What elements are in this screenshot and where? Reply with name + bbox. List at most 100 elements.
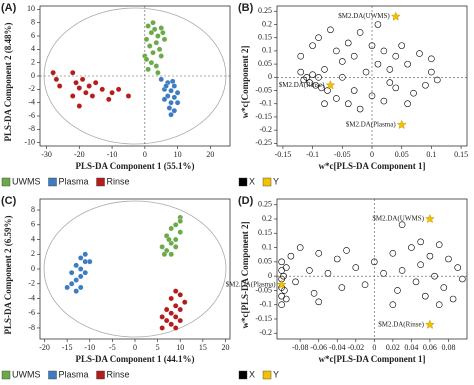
y-tick-label: 0 [31,71,35,80]
x-tick-label: -0.15 [275,150,292,159]
y-tick-label: 4 [31,234,35,243]
point [312,81,319,89]
point [153,63,160,69]
point [394,287,401,294]
point [416,50,423,57]
point [168,99,174,106]
point [106,96,112,103]
point [77,284,84,291]
point [68,280,75,287]
y-tick-label: -4 [28,97,35,106]
x-tick-label: 0.08 [441,343,455,352]
x-axis-label: PLS-DA Component 1 (44.1%) [75,354,194,364]
point [73,79,79,86]
point [73,288,79,294]
x-tick-label: 0 [143,150,147,159]
x-tick-label: 0 [370,150,374,159]
point [368,42,376,49]
legend-label: Y [273,176,279,186]
point [350,87,358,94]
point [398,221,406,229]
point [412,278,420,286]
y-tick-label: 0 [268,72,272,81]
point-label: $M2.DA(Plasma) [226,280,277,288]
point [73,277,79,283]
point [148,59,155,66]
x-tick-label: 10 [176,343,184,352]
point [166,236,172,243]
y-tick-label: -0.15 [255,314,272,323]
y-tick-label: -8 [28,323,35,332]
point [324,269,332,277]
y-tick-label: 2 [31,57,35,66]
point [421,292,429,300]
plot-frame [39,198,231,340]
point [83,89,89,96]
y-tick-label: 4 [31,44,35,53]
point [449,295,457,303]
point [177,306,183,313]
y-tick-label: -2 [28,84,35,93]
x-tick-label: 0.04 [404,343,418,352]
x-axis-label: w*c[PLS-DA Component 1] [319,161,426,171]
y-tick-label: -0.2 [259,328,272,337]
legend-swatch [238,370,248,380]
point [431,272,438,280]
point [392,84,400,92]
x-tick-label: 15 [199,343,207,352]
point [278,301,285,309]
confidence-ellipse [43,7,227,145]
point [56,83,63,89]
legend-label: X [249,369,255,379]
x-tick-label: -20 [74,150,85,159]
y-tick-label: 0.05 [258,59,272,68]
y-tick-label: 8 [31,205,35,214]
point [86,83,92,89]
point [408,244,415,251]
x-tick-label: 0.02 [386,343,400,352]
point [297,68,305,76]
point [404,60,411,68]
y-tick-label: 0.1 [262,242,272,251]
x-tick-label: 0.06 [423,343,437,352]
star-point [425,213,435,224]
y-tick-label: 0.15 [258,228,272,237]
point [177,292,183,298]
point [163,83,169,89]
point [171,94,178,101]
y-tick-label: 0.2 [262,19,272,28]
point [172,244,179,250]
x-axis-label: PLS-DA Component 1 (55.1%) [75,161,194,171]
point [454,264,462,271]
point [171,107,178,114]
x-tick-label: 0.15 [454,150,468,159]
point [392,52,400,60]
point [315,298,323,306]
point [155,69,161,76]
point-label: $M2.DA(UWMS) [372,215,424,223]
point [386,79,394,86]
point [306,79,313,86]
legend-swatch [262,370,272,380]
point [380,269,387,277]
point [389,301,397,309]
point [445,255,452,263]
point [352,264,360,271]
y-tick-label: -2 [28,279,35,288]
point [338,284,346,291]
point [172,288,179,294]
panel-label: (C) [1,195,17,207]
point [158,76,164,83]
point [182,299,188,305]
point [77,266,84,272]
legend-label: Y [273,369,279,379]
point [174,99,181,106]
point [168,111,174,118]
panel-label: (D) [238,195,254,207]
legend-label: Rinse [107,176,130,186]
point [296,244,304,251]
point [168,225,174,232]
point [343,247,350,254]
point [282,295,290,303]
point [350,52,358,60]
